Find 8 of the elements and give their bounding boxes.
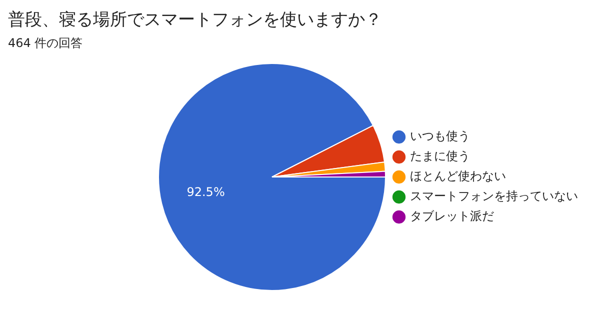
legend-label: いつも使う <box>410 129 470 144</box>
legend-label: たまに使う <box>410 149 470 164</box>
chart-title: 普段、寝る場所でスマートフォンを使いますか？ <box>8 9 383 31</box>
data-label: 92.5% <box>186 185 225 200</box>
legend-label: ほとんど使わない <box>410 169 506 184</box>
legend-label: スマートフォンを持っていない <box>410 189 578 204</box>
text: 464 件の回答 <box>8 35 84 52</box>
legend-label: タブレット派だ <box>410 209 494 224</box>
